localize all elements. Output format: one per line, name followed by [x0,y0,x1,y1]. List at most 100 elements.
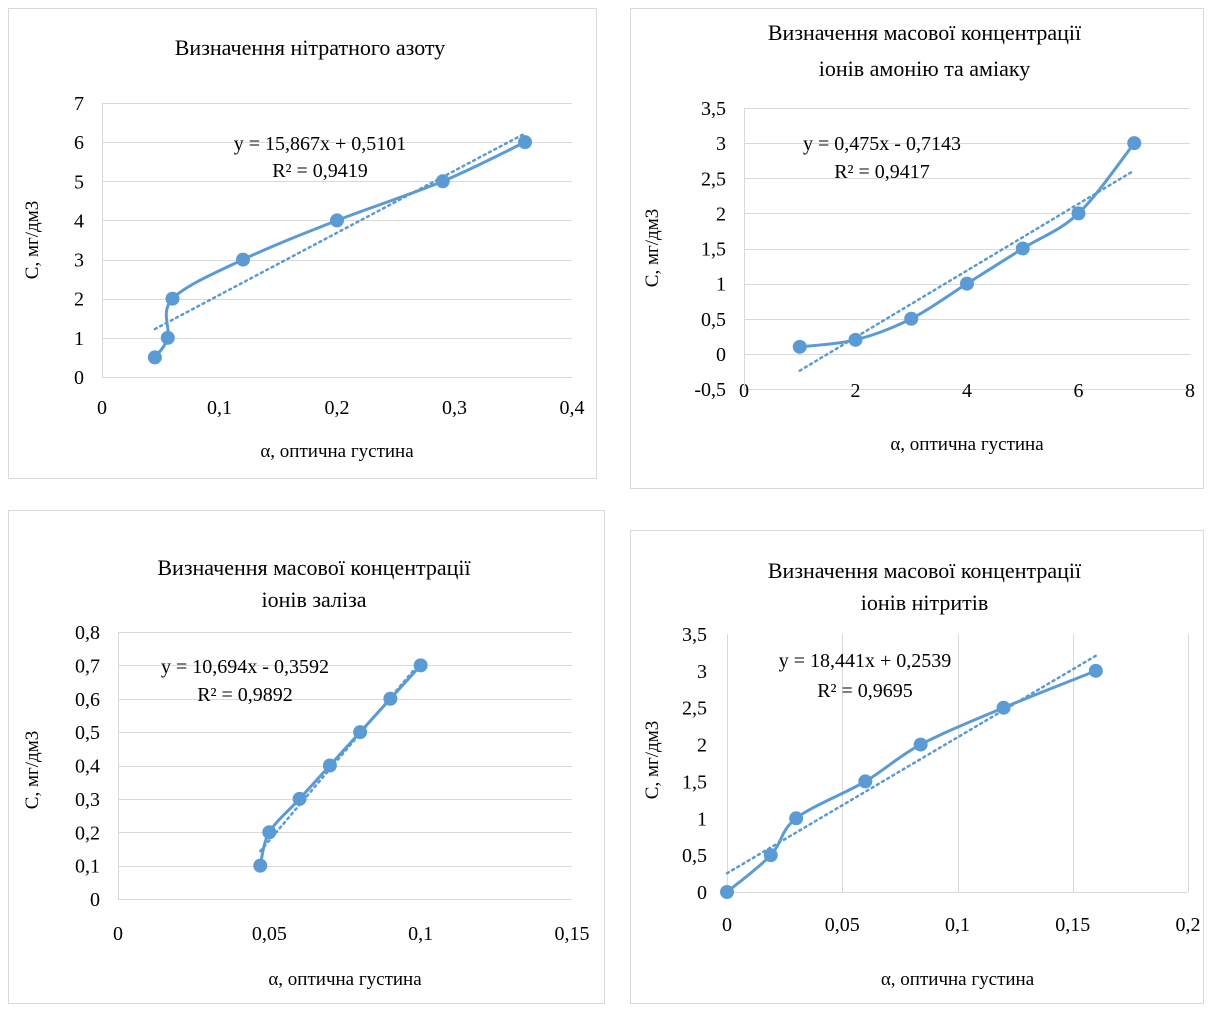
chart-frame [8,510,605,1004]
y-tick-label: 0,2 [75,822,100,844]
y-tick-label: 0,6 [75,689,100,711]
x-tick-label: 8 [1185,380,1195,402]
x-tick-label: 2 [851,380,861,402]
y-tick-label: 0,8 [75,622,100,644]
y-tick-label: 3 [716,133,726,155]
data-point [913,737,928,752]
trendline-equation: y = 15,867x + 0,5101 [234,133,407,155]
x-axis-title: α, оптична густина [881,969,1035,990]
data-point [236,252,250,267]
x-axis-title: α, оптична густина [260,441,414,462]
data-point [1088,663,1103,678]
data-point [848,332,863,347]
data-point [330,213,344,228]
y-tick-label: 7 [74,93,84,115]
trendline-equation: y = 0,475x - 0,7143 [803,133,961,155]
x-tick-label: 0,15 [1055,914,1090,936]
nitrate-nitrogen-chart: 0 1 2 3 4 5 6 7 0 0,1 0,2 0,3 0,4 Визначення нітратно… [8,8,597,479]
data-point [322,758,337,773]
y-tick-label: 0,1 [75,856,100,878]
x-tick-label: 0 [113,923,123,945]
x-tick-label: 0,2 [325,397,350,419]
y-tick-label: 4 [74,210,84,232]
chart-title: Визначення масової концентрації [157,555,471,580]
y-tick-label: 0 [697,882,707,904]
data-point [253,858,268,873]
data-point [413,658,428,673]
x-tick-label: 0 [722,914,732,936]
data-point [518,135,532,150]
y-axis-title: С, мг/дм3 [22,731,43,809]
data-point [165,291,180,306]
nitrite-ions-chart: 0 0,5 1 1,5 2 2,5 3 3,5 0 0,05 0,1 0,15 0,2 Визначенн… [630,530,1204,1004]
chart-title: Визначення масової концентрації [768,20,1082,45]
chart-title: іонів амонію та аміаку [819,56,1030,81]
x-tick-label: 0 [739,380,749,402]
y-tick-label: 1,5 [682,771,707,793]
y-axis-title: С, мг/дм3 [642,209,663,287]
y-tick-label: 0,7 [75,655,100,677]
data-point [1127,136,1142,151]
ammonium-ammonia-chart: -0,5 0 0,5 1 1,5 2 2,5 3 3,5 0 2 4 6 8 Визначення масо… [630,8,1204,489]
x-tick-label: 0 [97,397,107,419]
trendline-equation: y = 10,694x - 0,3592 [161,656,329,678]
y-tick-label: 1,5 [701,239,726,261]
y-tick-label: 1 [74,328,84,350]
chart-frame [630,8,1204,489]
chart-frame [630,530,1204,1004]
r-squared-label: R² = 0,9892 [197,684,293,706]
y-tick-label: 6 [74,132,84,154]
data-point [763,848,778,863]
data-point [789,811,804,826]
data-point [720,885,734,899]
chart-title: іонів нітритів [861,590,989,615]
x-tick-label: 4 [962,380,972,402]
iron-ions-chart: 0 0,1 0,2 0,3 0,4 0,5 0,6 0,7 0,8 0 0,05 0,1 0,15 Виз… [8,510,605,1004]
data-point [353,725,368,740]
y-tick-label: 2,5 [682,698,707,720]
y-axis-title: С, мг/дм3 [642,721,663,799]
y-tick-label: 5 [74,171,84,193]
x-tick-label: 0,05 [825,914,860,936]
x-axis-title: α, оптична густина [890,434,1044,455]
y-axis-title: С, мг/дм3 [22,201,43,279]
chart-title: Визначення масової концентрації [768,558,1082,583]
y-tick-label: 3,5 [682,624,707,646]
y-tick-label: 3,5 [701,98,726,120]
y-tick-label: 0 [716,344,726,366]
data-point [904,311,919,326]
chart-title: іонів заліза [261,587,366,612]
y-tick-label: 1 [716,274,726,296]
chart-frame [8,8,597,479]
data-point [160,330,175,345]
x-tick-label: 0,3 [442,397,467,419]
data-point [435,174,450,189]
data-point [292,791,307,806]
x-tick-label: 0,1 [408,923,433,945]
data-point [262,825,277,840]
x-tick-label: 0,1 [207,397,232,419]
data-point [996,700,1011,715]
data-point [858,774,873,789]
y-tick-label: 2 [697,735,707,757]
y-tick-label: 0 [74,367,84,389]
y-tick-label: 2,5 [701,168,726,190]
y-tick-label: 2 [716,203,726,225]
data-point [147,350,162,365]
x-tick-label: 0,4 [560,397,585,419]
y-tick-label: 0,4 [75,756,100,778]
x-tick-label: 0,15 [555,923,590,945]
data-point [1071,206,1086,221]
linear-trendline [153,132,527,331]
y-tick-label: -0,5 [694,379,726,401]
y-tick-label: 3 [697,661,707,683]
data-point [792,339,807,354]
data-point [960,276,974,291]
x-tick-label: 0,2 [1176,914,1201,936]
r-squared-label: R² = 0,9419 [272,160,368,182]
data-point [1015,241,1030,256]
data-point [383,691,398,706]
chart-title: Визначення нітратного азоту [175,35,445,60]
